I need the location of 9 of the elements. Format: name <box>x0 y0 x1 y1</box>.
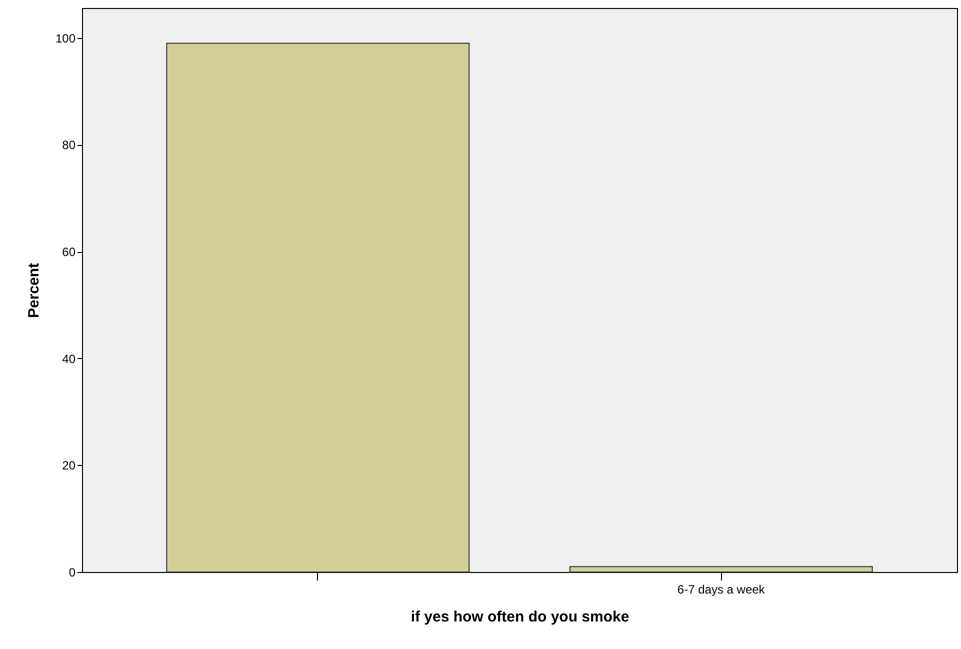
y-tick-label: 100 <box>55 31 76 46</box>
y-tick-label: 40 <box>62 352 76 366</box>
x-axis-title: if yes how often do you smoke <box>410 608 630 626</box>
y-tick-label: 80 <box>62 138 76 152</box>
y-tick-label: 0 <box>68 566 76 580</box>
y-tick-label: 20 <box>62 458 76 473</box>
y-axis-title: Percent <box>25 262 42 318</box>
y-tick-label: 60 <box>62 245 76 260</box>
x-tick-label: 6-7 days a week <box>677 582 766 596</box>
